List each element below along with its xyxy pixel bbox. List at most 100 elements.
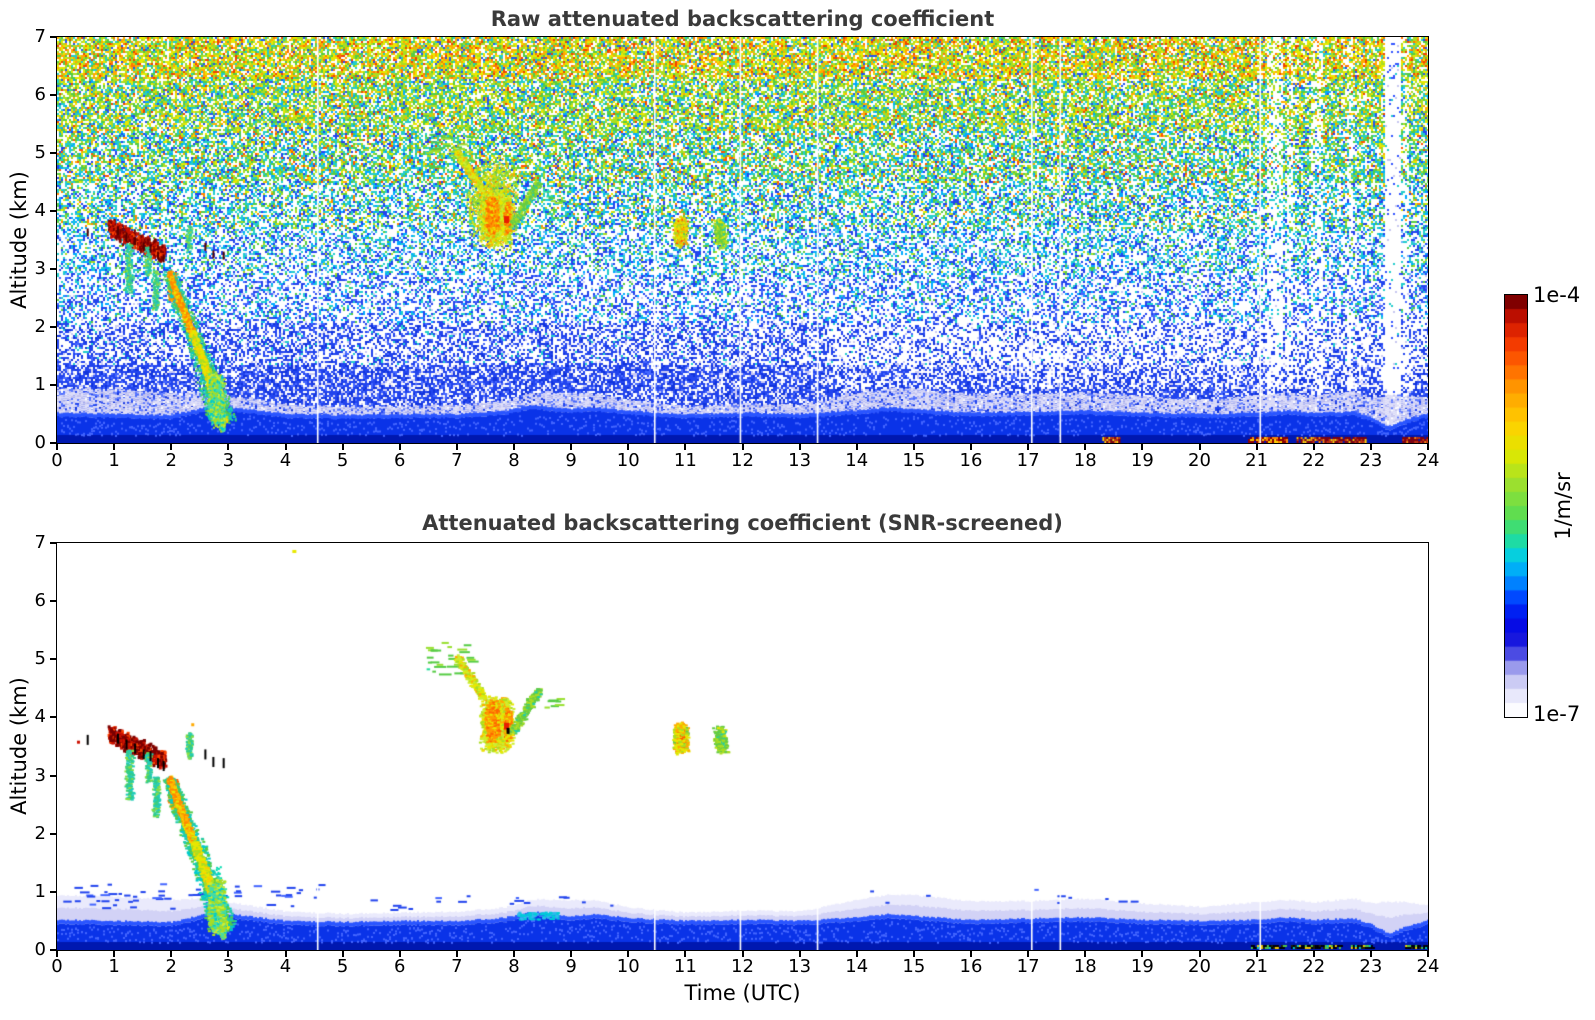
x-tick-mark: [912, 950, 915, 957]
x-tick-label: 23: [1359, 450, 1383, 471]
y-tick-label: 4: [34, 706, 46, 728]
x-tick-label: 22: [1302, 956, 1326, 977]
x-tick-label: 4: [279, 956, 292, 977]
x-tick-mark: [1198, 443, 1201, 450]
x-tick-label: 8: [508, 956, 520, 977]
x-tick-mark: [1312, 443, 1315, 450]
x-tick-mark: [855, 950, 858, 957]
x-tick-label: 2: [165, 450, 177, 471]
y-tick-label: 1: [34, 374, 46, 395]
x-tick-label: 24: [1416, 956, 1440, 977]
x-tick-mark: [684, 443, 687, 450]
y-tick-mark: [50, 94, 57, 96]
x-tick-label: 22: [1302, 450, 1326, 471]
x-tick-mark: [398, 443, 401, 450]
x-tick-label: 10: [616, 450, 640, 471]
panel1-plot-frame: [56, 36, 1429, 444]
x-tick-label: 7: [451, 450, 463, 471]
x-tick-label: 1: [108, 450, 120, 471]
colorbar-unit-label: 1/m/sr: [1551, 472, 1575, 540]
x-tick-label: 6: [394, 956, 406, 977]
x-tick-label: 21: [1245, 450, 1269, 471]
y-tick-label: 3: [34, 258, 46, 279]
y-tick-label: 3: [34, 764, 46, 786]
panel1-title: Raw attenuated backscattering coefficien…: [490, 7, 995, 31]
x-tick-mark: [570, 443, 573, 450]
x-tick-mark: [1027, 950, 1030, 957]
y-tick-mark: [50, 542, 57, 544]
y-tick-mark: [50, 716, 57, 719]
y-tick-mark: [50, 152, 57, 154]
colorbar-max-label: 1e-4: [1533, 283, 1581, 307]
x-tick-label: 11: [673, 450, 697, 471]
x-tick-label: 14: [845, 450, 869, 471]
colorbar-canvas: [1505, 295, 1527, 717]
y-tick-label: 1: [34, 880, 46, 902]
x-tick-mark: [455, 950, 458, 957]
x-tick-mark: [170, 443, 173, 450]
x-tick-mark: [1312, 950, 1315, 957]
y-tick-label: 4: [34, 200, 46, 221]
x-tick-label: 7: [451, 956, 463, 977]
y-tick-mark: [50, 890, 57, 893]
panel1-y-axis-label: Altitude (km): [7, 171, 31, 309]
y-tick-label: 7: [34, 26, 46, 47]
x-tick-label: 16: [959, 450, 983, 471]
x-tick-mark: [570, 950, 573, 957]
x-tick-mark: [970, 443, 972, 450]
panel2-title: Attenuated backscattering coefficient (S…: [422, 511, 1063, 535]
y-tick-mark: [50, 832, 57, 835]
x-tick-mark: [227, 443, 230, 450]
y-tick-label: 5: [34, 142, 46, 163]
x-tick-mark: [1427, 443, 1429, 450]
x-tick-mark: [798, 950, 801, 957]
x-tick-label: 19: [1130, 956, 1154, 977]
x-tick-label: 18: [1073, 450, 1097, 471]
x-tick-label: 17: [1016, 450, 1040, 471]
y-tick-mark: [50, 326, 57, 328]
x-tick-label: 15: [902, 956, 926, 977]
x-tick-mark: [1084, 443, 1087, 450]
x-tick-mark: [1084, 950, 1087, 957]
x-tick-mark: [1027, 443, 1030, 450]
x-tick-mark: [1255, 443, 1258, 450]
x-tick-mark: [56, 443, 58, 450]
x-tick-label: 6: [394, 450, 406, 471]
y-tick-label: 2: [34, 822, 46, 844]
x-tick-label: 4: [279, 450, 292, 471]
x-tick-mark: [455, 443, 458, 450]
y-tick-mark: [50, 600, 57, 603]
x-tick-mark: [1369, 950, 1372, 957]
y-tick-label: 5: [34, 648, 46, 670]
x-tick-mark: [1198, 950, 1201, 957]
panel2-y-axis-label: Altitude (km): [7, 677, 31, 815]
x-tick-mark: [1141, 443, 1144, 450]
x-tick-mark: [1255, 950, 1258, 957]
x-tick-label: 0: [51, 956, 63, 977]
x-tick-label: 23: [1359, 956, 1383, 977]
y-tick-mark: [50, 210, 57, 212]
x-tick-mark: [741, 443, 744, 450]
x-tick-mark: [113, 443, 116, 450]
x-tick-mark: [1427, 950, 1429, 957]
x-tick-label: 20: [1188, 956, 1211, 977]
x-tick-label: 13: [788, 450, 812, 471]
x-tick-mark: [113, 950, 116, 957]
x-tick-label: 0: [51, 450, 63, 471]
screened-heatmap-canvas: [57, 543, 1428, 950]
x-tick-mark: [398, 950, 401, 957]
y-tick-mark: [50, 949, 57, 951]
x-tick-label: 3: [222, 956, 235, 977]
x-tick-label: 16: [959, 956, 983, 977]
x-tick-label: 2: [165, 956, 177, 977]
y-tick-label: 2: [34, 316, 46, 337]
y-tick-label: 6: [34, 84, 46, 105]
y-tick-label: 0: [34, 939, 46, 960]
x-tick-label: 9: [565, 956, 577, 977]
x-tick-mark: [513, 950, 515, 957]
x-tick-mark: [798, 443, 801, 450]
y-tick-mark: [50, 384, 57, 386]
x-tick-mark: [1141, 950, 1144, 957]
x-tick-mark: [912, 443, 915, 450]
